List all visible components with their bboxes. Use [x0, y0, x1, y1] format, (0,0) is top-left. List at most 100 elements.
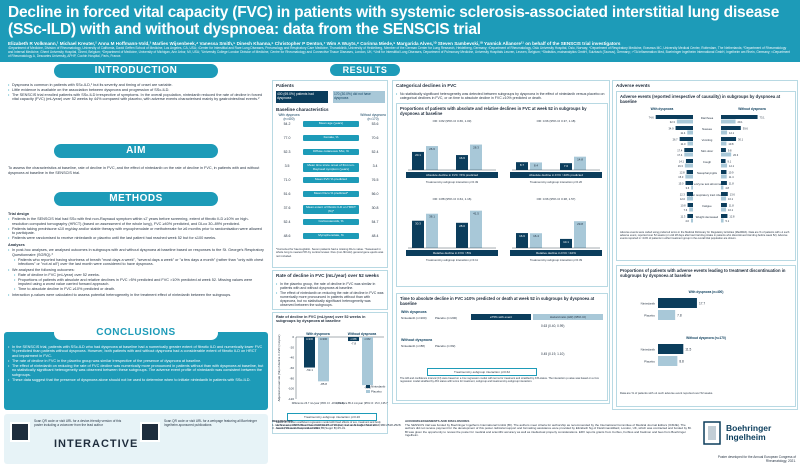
- adverse-category-label: Vomiting: [702, 138, 713, 142]
- data-label: 10.1: [563, 240, 569, 244]
- discontinuation-chart-svg: With dyspnoea (n=400) 17.7 7.8 Nintedanib Pl…: [641, 290, 726, 366]
- category-banner: [406, 250, 498, 256]
- data-label: 30.1: [738, 137, 744, 141]
- bar: [689, 207, 693, 212]
- bar: [412, 220, 424, 248]
- data-label: -7.8: [351, 342, 357, 346]
- rate-chart-panel: Rate of decline in FVC (mL/year) over 52…: [272, 312, 388, 434]
- or-label: OR: 0.82 (95% CI 0.66, 1.03): [433, 119, 472, 123]
- categorical-panel: Categorical declines in FVC No statistic…: [392, 80, 610, 404]
- data-label: 11.8: [729, 181, 734, 185]
- bar: [685, 159, 693, 163]
- baseline-value-without: 54.7: [371, 220, 379, 224]
- references: REFERENCES 1. Hu S et al. Arthritis Res …: [272, 419, 402, 431]
- methods-heading: METHODS: [54, 192, 218, 206]
- time-row-bar: ≥75% with event: [471, 314, 531, 320]
- qr-note-left: Scan QR code or visit URL for a device-f…: [34, 419, 122, 427]
- methods-bullet: Patients who reported having shortness o…: [14, 258, 264, 267]
- rate-title: Rate of decline in FVC (mL/year) over 52…: [276, 273, 379, 278]
- aim-heading: AIM: [54, 144, 218, 158]
- conclusions-heading: CONCLUSIONS: [54, 326, 218, 340]
- acknowledgements: ACKNOWLEDGEMENTS AND DISCLOSURES The SEN…: [405, 419, 695, 438]
- data-label: 10.1: [728, 197, 734, 201]
- bar: [721, 137, 737, 141]
- bar: [684, 163, 693, 168]
- baseline-value-without: 56.0: [371, 192, 379, 196]
- time-row-n-placebo: Placebo (n=200): [435, 316, 458, 320]
- time-title: Time to absolute decline in FVC ≥10% pre…: [400, 296, 595, 307]
- data-label: 28.3: [473, 146, 479, 150]
- bar: [516, 233, 528, 248]
- bar: [318, 337, 329, 382]
- data-label: 20.3: [733, 153, 739, 157]
- bar: [721, 218, 724, 223]
- data-label: 9.8: [728, 148, 732, 152]
- methods-bullet: Proportions of patients with absolute an…: [14, 278, 264, 287]
- bar: [721, 130, 728, 135]
- bar: [687, 203, 693, 207]
- baseline-label: Corticosteroids, %: [303, 219, 359, 225]
- difference-label: Difference 26.7 mL/year (95% CI: -18.1, …: [292, 401, 345, 405]
- adverse-category-label: Diarrhoea: [701, 116, 714, 120]
- intro-bullet: Little evidence is available on the asso…: [8, 88, 264, 93]
- adverse-footnote: Adverse events were coded using preferre…: [620, 231, 790, 241]
- bar: [574, 221, 586, 248]
- data-label: 5.1: [726, 219, 730, 223]
- poster-header: Decline in forced vital capacity (FVC) i…: [0, 0, 800, 62]
- category-banner: [510, 172, 602, 178]
- categorical-body: No statistically significant heterogenei…: [393, 90, 609, 101]
- legend-label: Nintedanib: [641, 348, 656, 352]
- baseline-label: Female, %: [303, 135, 359, 141]
- bar: [685, 174, 693, 179]
- category-label: Absolute decline in FVC >10% predicted: [529, 173, 583, 177]
- time-row-n-placebo: Placebo (n=82): [435, 344, 456, 348]
- qr-code-icon[interactable]: [140, 422, 160, 442]
- data-label: 12.8: [729, 214, 735, 218]
- category-banner: [510, 250, 602, 256]
- bar: [560, 238, 572, 248]
- baseline-value-without: 70.6: [371, 136, 379, 140]
- bar: [685, 181, 693, 185]
- baseline-value-without: 52.4: [371, 150, 379, 154]
- data-label: 11.8: [729, 203, 734, 207]
- interaction-label: Treatment-by-subgroup interaction p=0.49: [426, 180, 479, 184]
- category-banner: [406, 172, 498, 178]
- discontinuation-box: Proportions of patients with adverse eve…: [616, 265, 796, 407]
- bar: [684, 152, 693, 157]
- data-label: 9.1: [728, 159, 732, 163]
- bar: [687, 214, 693, 218]
- y-tick-label: -20: [290, 345, 295, 349]
- baseline-col-left: With dyspnoea (n=400): [278, 113, 300, 121]
- bar: [721, 203, 727, 207]
- qr-code-icon[interactable]: [10, 422, 30, 442]
- or-label: OR: 0.88 (95% CI 0.64, 1.16): [433, 197, 472, 201]
- company-logo: Boehringer Ingelheim: [700, 418, 796, 448]
- bar: [721, 185, 724, 190]
- data-label: 10.8: [728, 142, 734, 146]
- n-label: n=88: [351, 337, 357, 341]
- discontinuation-group-label: Without dyspnoea (n=170): [686, 336, 726, 340]
- data-label: 20.1: [415, 153, 421, 157]
- adverse-category-label: Skin ulcer: [701, 149, 713, 153]
- baseline-value-with: 54.2: [283, 122, 291, 126]
- bar: [426, 146, 438, 170]
- baseline-value-with: 77.0: [283, 136, 291, 140]
- qr-note-right: Scan QR code or visit URL for a webpage …: [164, 419, 257, 427]
- legend-label: Placebo: [371, 390, 382, 394]
- data-label: 7.6: [564, 164, 569, 168]
- adverse-chart-svg: With dyspnoea Without dyspnoea Diarrhoea 74…: [649, 107, 766, 223]
- category-label: Relative decline in FVC >10%: [536, 251, 576, 255]
- y-tick-label: -40: [290, 356, 295, 360]
- category-label: With dyspnoea: [306, 332, 330, 336]
- categorical-title: Categorical declines in FVC: [396, 83, 457, 88]
- data-label: 10.9: [728, 170, 734, 174]
- baseline-value-without: 76.5: [371, 178, 379, 182]
- baseline-value-without: 30.8: [371, 206, 379, 210]
- baseline-col-right: Without dyspnoea (n=170): [360, 113, 386, 121]
- bar: [412, 151, 424, 170]
- data-label: 12.0: [680, 197, 686, 201]
- legend-swatch: [366, 385, 370, 388]
- data-label: 28.0: [459, 224, 465, 228]
- bar: [687, 196, 693, 201]
- rate-bullet: The effect of nintedanib on reducing the…: [276, 291, 384, 308]
